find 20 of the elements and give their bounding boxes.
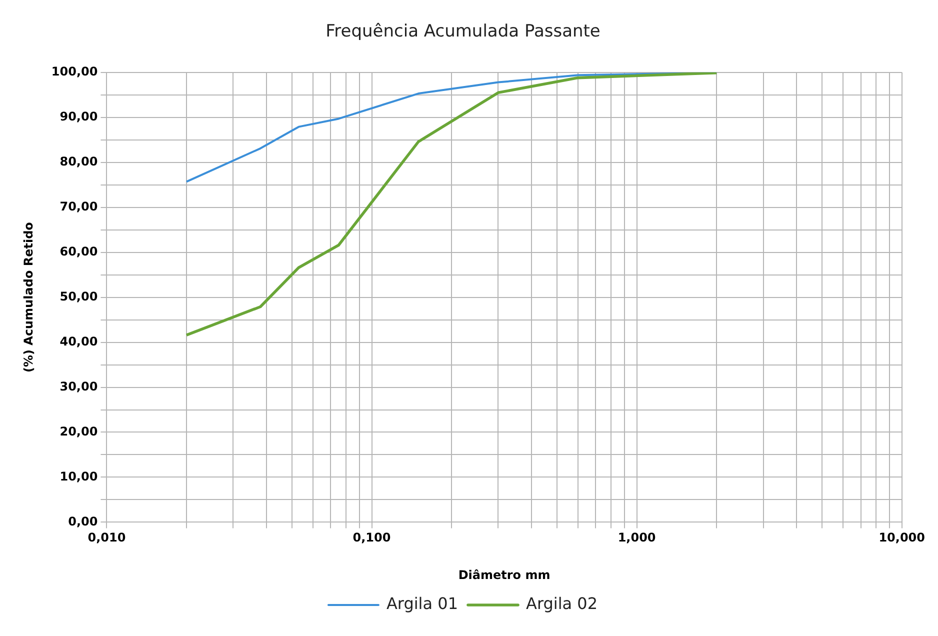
y-tick-label: 70,00: [60, 199, 98, 214]
y-tick-label: 0,00: [68, 514, 98, 528]
y-tick-label: 80,00: [60, 154, 98, 168]
chart-title: Frequência Acumulada Passante: [326, 22, 600, 42]
y-tick-label: 40,00: [60, 334, 98, 348]
y-tick-label: 60,00: [60, 244, 98, 258]
legend-label: Argila 01: [386, 594, 458, 614]
y-tick-label: 100,00: [51, 64, 98, 79]
y-tick-label: 20,00: [60, 424, 98, 438]
x-tick-label: 1,000: [618, 530, 656, 545]
y-tick-label: 90,00: [60, 110, 98, 124]
x-tick-label: 10,000: [878, 530, 926, 545]
y-tick-label: 10,00: [60, 469, 98, 484]
legend-label: Argila 02: [526, 594, 598, 614]
y-axis-title: (%) Acumulado Retido: [21, 222, 36, 373]
x-tick-label: 0,100: [352, 530, 391, 545]
x-tick-label: 0,010: [88, 530, 126, 545]
y-tick-label: 50,00: [60, 289, 98, 304]
x-axis-title: Diâmetro mm: [458, 568, 550, 582]
y-tick-label: 30,00: [60, 379, 98, 394]
